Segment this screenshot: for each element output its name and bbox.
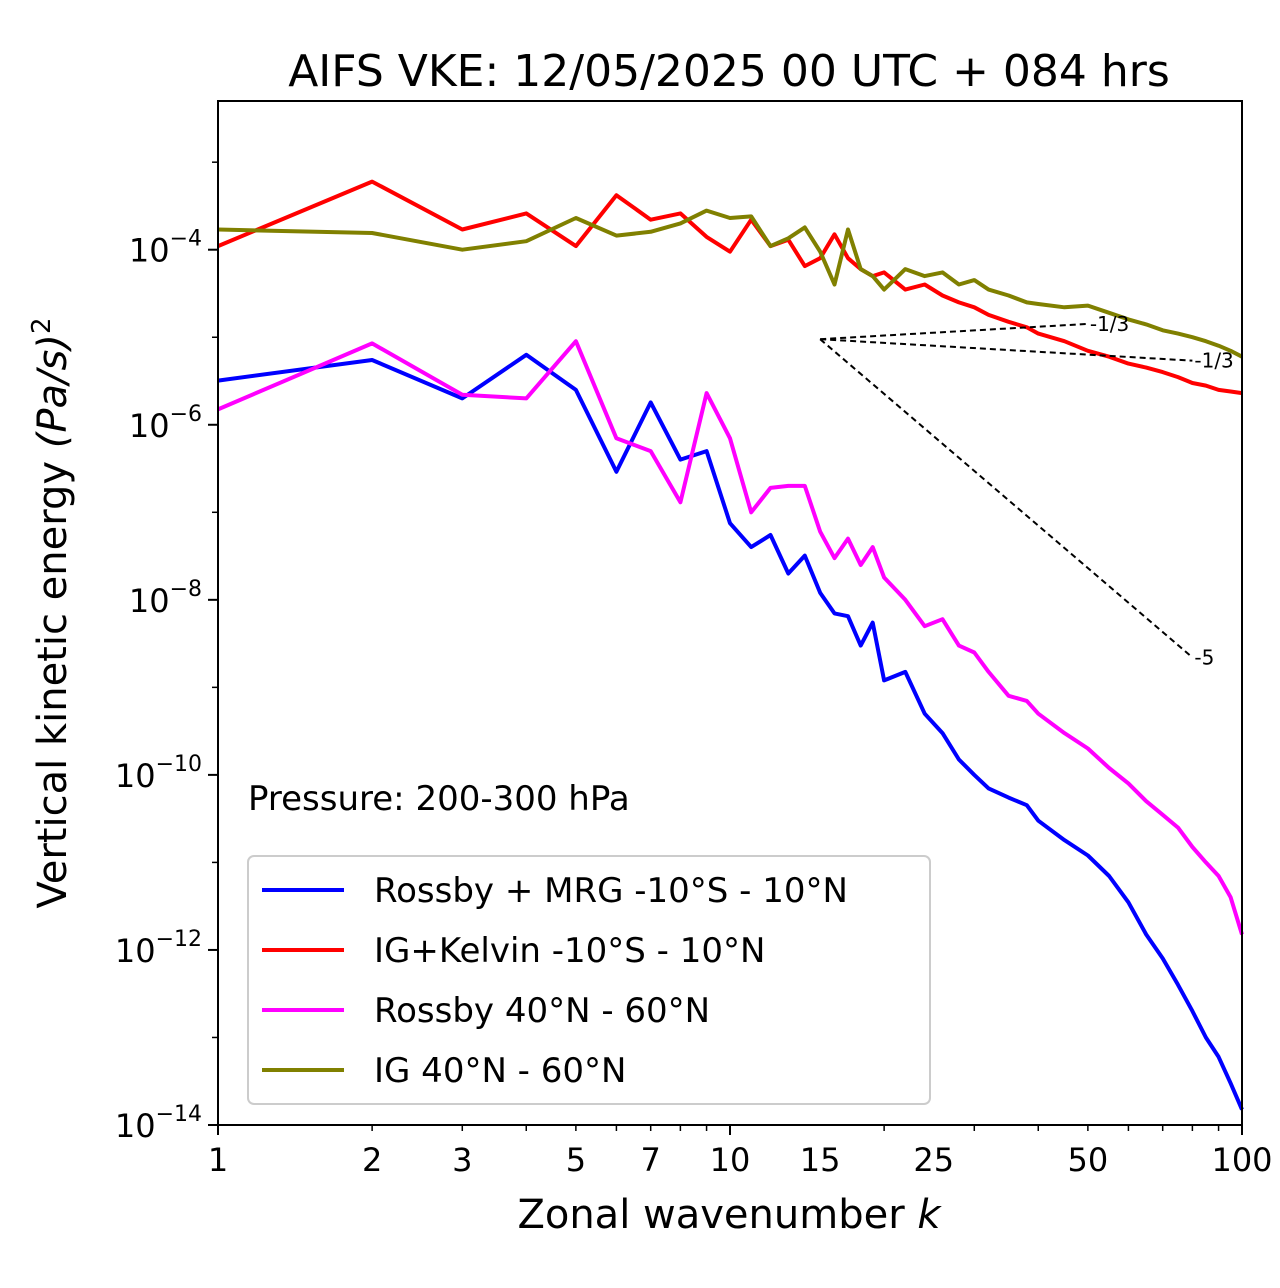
legend-label-1: IG+Kelvin -10°S - 10°N (374, 931, 765, 971)
y-axis-label-text: Vertical kinetic energy (30, 461, 76, 909)
x-tick-label-1: 2 (362, 1141, 382, 1179)
chart-title: AIFS VKE: 12/05/2025 00 UTC + 084 hrs (288, 46, 1170, 97)
slope-label-0: -1/3 (1090, 312, 1129, 336)
y-tick-label-0: 10−4 (129, 227, 202, 270)
series-line-3 (217, 208, 1243, 359)
slope-label-1: -1/3 (1194, 349, 1233, 373)
series-line-1 (217, 179, 1243, 396)
legend-items: Rossby + MRG -10°S - 10°N IG+Kelvin -10°S… (262, 871, 848, 1091)
reference-slope-layer: -1/3 -1/3 -5 (819, 312, 1234, 669)
series-layer (217, 179, 1244, 1111)
legend-label-2: Rossby 40°N - 60°N (374, 991, 710, 1031)
y-tick-label-4: 10−12 (115, 927, 202, 970)
x-tick-label-0: 1 (208, 1141, 228, 1179)
y-axis-label: Vertical kinetic energy (Pa/s)2 (27, 318, 76, 909)
slope-line-1 (820, 338, 1193, 362)
y-tick-label-2: 10−8 (129, 577, 202, 620)
legend-box (247, 855, 931, 1105)
x-tick-label-2: 3 (452, 1141, 472, 1179)
x-tick-label-3: 5 (566, 1141, 586, 1179)
y-axis-label-exp: 2 (27, 318, 57, 335)
legend: Rossby + MRG -10°S - 10°N IG+Kelvin -10°S… (247, 855, 931, 1105)
x-tick-label-7: 25 (913, 1141, 954, 1179)
y-axis-label-units: (Pa/s) (30, 334, 76, 448)
y-tick-label-1: 10−6 (129, 402, 202, 445)
x-tick-label-9: 100 (1211, 1141, 1272, 1179)
legend-label-3: IG 40°N - 60°N (374, 1051, 626, 1091)
x-axis-label-text: Zonal wavenumber (517, 1192, 905, 1238)
pressure-annotation: Pressure: 200-300 hPa (248, 779, 630, 819)
x-axis-label: Zonal wavenumber k (517, 1192, 942, 1238)
y-tick-label-3: 10−10 (115, 752, 202, 795)
x-tick-label-4: 7 (641, 1141, 661, 1179)
x-tick-label-8: 50 (1068, 1141, 1109, 1179)
x-tick-label-5: 10 (710, 1141, 751, 1179)
x-axis-ticks: 1 2 3 5 7 10 15 25 50 100 (208, 1125, 1273, 1179)
legend-label-0: Rossby + MRG -10°S - 10°N (374, 871, 848, 911)
x-axis-label-var: k (917, 1192, 942, 1238)
y-tick-label-5: 10−14 (115, 1102, 202, 1145)
slope-label-2: -5 (1194, 645, 1214, 669)
series-line-2 (217, 339, 1244, 936)
slope-line-2 (819, 338, 1194, 659)
x-tick-label-6: 15 (800, 1141, 841, 1179)
slope-line-0 (820, 322, 1088, 341)
series-line-0 (217, 352, 1244, 1111)
y-axis-ticks: 10−4 10−6 10−8 10−10 10−12 10−14 (115, 161, 218, 1145)
